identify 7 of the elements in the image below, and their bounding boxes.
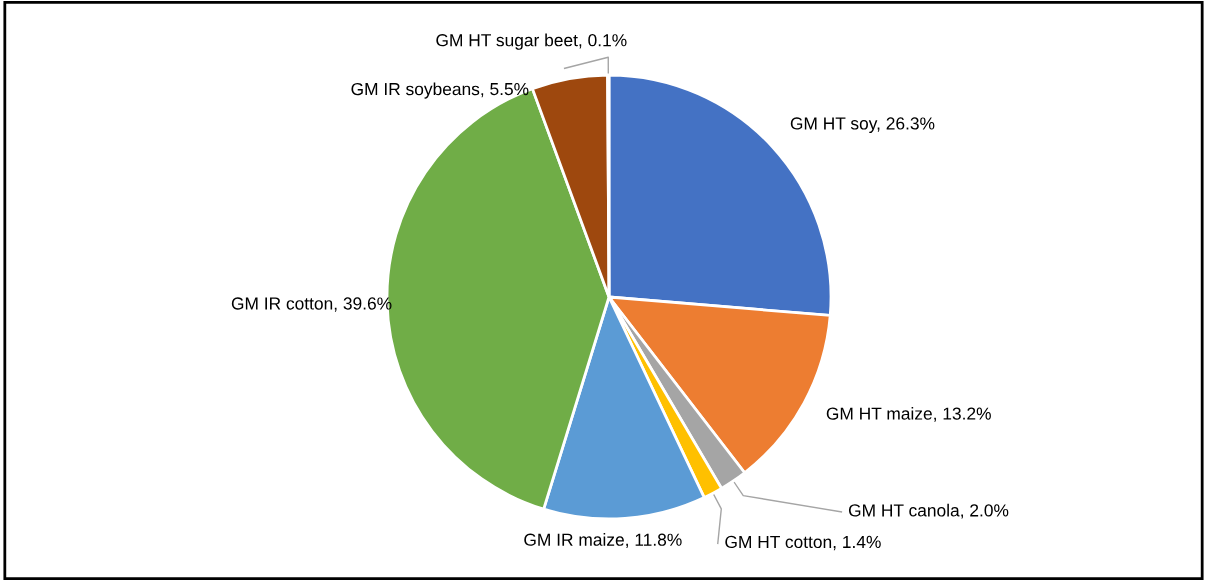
slice-label: GM HT sugar beet, 0.1% — [436, 33, 627, 50]
slice-label: GM HT soy, 26.3% — [790, 117, 935, 134]
slice-label: GM HT cotton, 1.4% — [725, 535, 881, 551]
slice-label: GM HT maize, 13.2% — [826, 407, 991, 422]
slice-label: GM HT canola, 2.0% — [848, 503, 1009, 519]
slice-label: GM IR maize, 11.8% — [524, 533, 682, 548]
slice-label: GM IR soybeans, 5.5% — [351, 82, 529, 99]
